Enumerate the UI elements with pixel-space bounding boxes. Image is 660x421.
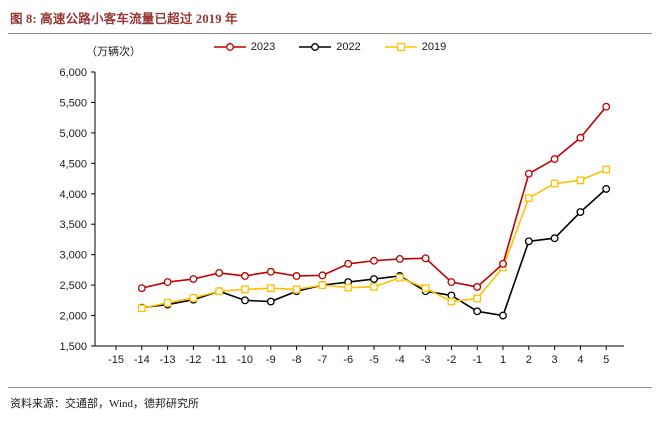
data-point-circle xyxy=(576,133,585,142)
chart-header: （万辆次） 2023 2022 xyxy=(0,36,660,58)
data-point-circle xyxy=(163,278,172,287)
data-point-circle xyxy=(421,254,430,263)
data-point-square xyxy=(447,297,456,306)
y-tick-label: 2,500 xyxy=(59,280,87,292)
data-point-square xyxy=(241,285,249,294)
data-point-circle xyxy=(241,296,249,305)
data-point-square xyxy=(163,298,172,307)
legend-item-2019: 2019 xyxy=(384,41,447,53)
data-point-square xyxy=(370,283,378,291)
data-point-square xyxy=(395,273,404,282)
x-tick-label: 1 xyxy=(500,354,506,366)
y-tick-label: 2,000 xyxy=(59,311,87,323)
data-point-circle xyxy=(473,307,482,316)
x-tick-label: -13 xyxy=(160,354,176,366)
y-tick-label: 6,000 xyxy=(59,67,87,79)
x-tick-label: -15 xyxy=(108,354,124,366)
legend-swatch-2019 xyxy=(384,42,417,52)
data-point-circle xyxy=(215,268,224,277)
data-point-square xyxy=(524,194,533,202)
data-point-circle xyxy=(473,282,482,291)
figure-title: 图 8: 高速公路小客车流量已超过 2019 年 xyxy=(10,12,238,26)
data-point-circle xyxy=(550,155,559,164)
data-point-circle xyxy=(524,169,533,178)
legend-swatch-2023 xyxy=(213,43,246,51)
legend-item-2022: 2022 xyxy=(299,41,361,53)
data-point-circle xyxy=(370,275,378,283)
data-point-circle xyxy=(189,275,198,283)
x-tick-label: -10 xyxy=(237,354,253,366)
chart-legend: 2023 2022 2019 xyxy=(0,41,660,53)
x-tick-label: -4 xyxy=(395,354,405,366)
data-point-circle xyxy=(602,102,611,111)
x-tick-label: -5 xyxy=(369,354,379,366)
data-point-circle xyxy=(447,278,456,287)
x-tick-label: -12 xyxy=(185,354,201,366)
data-point-square xyxy=(550,179,559,188)
data-point-square xyxy=(266,284,275,293)
y-tick-label: 4,000 xyxy=(59,189,87,201)
x-tick-label: -6 xyxy=(343,354,353,366)
y-tick-label: 1,500 xyxy=(59,341,87,353)
x-tick-label: -7 xyxy=(318,354,328,366)
data-point-circle xyxy=(292,272,301,280)
data-point-circle xyxy=(344,259,353,268)
source-note-row: 资料来源：交通部，Wind，德邦研究所 xyxy=(8,387,652,411)
data-point-circle xyxy=(137,284,146,293)
series-2019 xyxy=(137,165,611,313)
y-tick-label: 4,500 xyxy=(59,158,87,170)
legend-label-2019: 2019 xyxy=(421,41,447,53)
x-tick-label: -2 xyxy=(447,354,457,366)
data-point-square xyxy=(215,287,224,296)
x-tick-label: 2 xyxy=(526,354,532,366)
data-point-square xyxy=(292,285,301,294)
data-point-square xyxy=(189,294,198,302)
x-tick-label: -9 xyxy=(266,354,276,366)
legend-label-2022: 2022 xyxy=(336,41,361,53)
data-point-circle xyxy=(241,272,249,280)
data-point-circle xyxy=(395,254,404,263)
data-point-square xyxy=(473,294,482,303)
x-tick-label: -11 xyxy=(212,354,227,366)
legend-item-2023: 2023 xyxy=(213,41,276,53)
data-point-circle xyxy=(499,259,507,268)
x-tick-label: 3 xyxy=(552,354,558,366)
y-tick-label: 3,000 xyxy=(59,250,87,262)
data-point-circle xyxy=(524,237,533,246)
y-tick-label: 3,500 xyxy=(59,219,87,231)
x-tick-label: 5 xyxy=(603,354,609,366)
series-2022 xyxy=(137,184,611,320)
y-tick-label: 5,500 xyxy=(59,97,87,109)
data-point-square xyxy=(318,281,327,289)
legend-label-2023: 2023 xyxy=(250,41,276,53)
y-tick-label: 5,000 xyxy=(59,128,87,140)
x-tick-label: -8 xyxy=(292,354,302,366)
data-point-circle xyxy=(266,267,275,276)
data-point-circle xyxy=(499,311,507,320)
data-point-square xyxy=(602,165,611,174)
data-point-circle xyxy=(602,184,611,193)
x-tick-label: 4 xyxy=(577,354,583,366)
line-chart: 1,500 2,000 2,500 3,000 3,500 4,000 4,500 5,000… xyxy=(59,67,624,366)
series-2023 xyxy=(137,102,611,293)
data-point-circle xyxy=(550,234,559,243)
x-tick-label: -3 xyxy=(421,354,431,366)
x-tick-label: -14 xyxy=(134,354,150,366)
y-axis-unit-label: （万辆次） xyxy=(86,46,141,58)
data-point-circle xyxy=(576,208,585,216)
data-point-square xyxy=(344,283,353,292)
figure-title-row: 图 8: 高速公路小客车流量已超过 2019 年 xyxy=(8,0,652,34)
data-point-circle xyxy=(266,297,275,306)
x-tick-label: -1 xyxy=(472,354,482,366)
data-point-square xyxy=(421,284,430,293)
data-point-square xyxy=(576,176,585,185)
source-note: 资料来源：交通部，Wind，德邦研究所 xyxy=(10,398,199,410)
data-point-circle xyxy=(318,271,327,280)
data-point-circle xyxy=(370,256,378,265)
data-point-square xyxy=(137,304,146,313)
legend-swatch-2022 xyxy=(299,43,332,51)
